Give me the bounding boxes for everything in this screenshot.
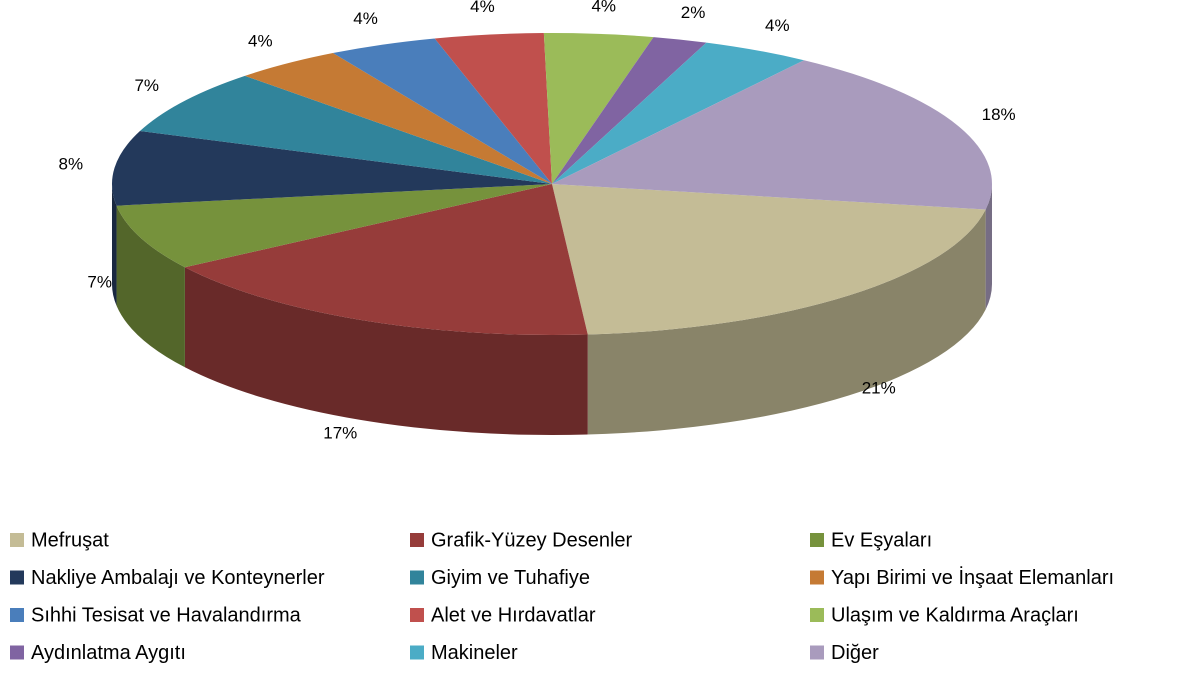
data-label: 7% xyxy=(87,273,112,292)
legend-swatch xyxy=(810,570,824,585)
data-label: 21% xyxy=(862,379,896,398)
data-label: 4% xyxy=(591,0,616,15)
slice xyxy=(552,37,707,184)
legend-label: Nakliye Ambalajı ve Konteynerler xyxy=(31,567,325,589)
slice xyxy=(552,42,804,184)
legend-label: Yapı Birimi ve İnşaat Elemanları xyxy=(831,566,1114,589)
slice xyxy=(139,75,553,184)
data-label: 4% xyxy=(353,9,378,28)
data-label: 4% xyxy=(248,31,273,50)
slice xyxy=(244,53,552,185)
legend-label: Aydınlatma Aygıtı xyxy=(31,642,186,664)
legend-swatch xyxy=(810,533,824,547)
legend-label: Ev Eşyaları xyxy=(831,529,932,551)
legend-label: Diğer xyxy=(831,642,879,664)
slice-side xyxy=(112,184,117,306)
legend-label: Mefruşat xyxy=(31,529,109,551)
legend-swatch xyxy=(10,645,24,660)
slice xyxy=(116,184,553,268)
legend-swatch xyxy=(410,570,424,585)
data-label: 2% xyxy=(681,3,706,22)
legend-swatch xyxy=(410,645,424,660)
data-label: 17% xyxy=(323,424,357,443)
legend-label: Alet ve Hırdavatlar xyxy=(431,604,596,626)
slice xyxy=(112,131,552,206)
slice xyxy=(434,33,552,185)
slice-side xyxy=(184,267,588,435)
data-label: 4% xyxy=(765,16,790,35)
legend-swatch xyxy=(810,645,824,660)
data-label: 18% xyxy=(982,105,1016,124)
legend-label: Giyim ve Tuhafiye xyxy=(431,567,590,589)
legend-swatch xyxy=(10,533,24,547)
slice-side xyxy=(587,209,986,435)
legend-label: Ulaşım ve Kaldırma Araçları xyxy=(831,604,1079,626)
slice xyxy=(552,184,986,335)
slice xyxy=(552,60,992,210)
slice-side xyxy=(116,205,185,368)
legend-swatch xyxy=(10,570,24,585)
slice xyxy=(184,184,588,335)
data-label: 8% xyxy=(58,154,83,173)
legend-label: Makineler xyxy=(431,642,518,664)
legend-swatch xyxy=(10,608,24,622)
legend-label: Sıhhi Tesisat ve Havalandırma xyxy=(31,604,302,626)
legend-label: Grafik-Yüzey Desenler xyxy=(431,529,633,551)
slice xyxy=(332,38,552,184)
data-label: 4% xyxy=(470,0,495,16)
legend-swatch xyxy=(410,608,424,622)
slice xyxy=(543,33,654,184)
legend-swatch xyxy=(410,533,424,547)
legend-swatch xyxy=(810,608,824,622)
slice-side xyxy=(985,184,992,310)
data-label: 7% xyxy=(134,76,159,95)
